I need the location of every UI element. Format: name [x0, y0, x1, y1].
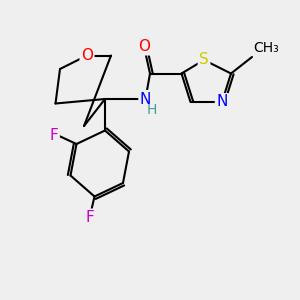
- Text: CH₃: CH₃: [254, 41, 279, 56]
- Text: F: F: [50, 128, 58, 142]
- Text: H: H: [147, 103, 158, 117]
- Text: N: N: [216, 94, 228, 110]
- Text: F: F: [85, 210, 94, 225]
- Text: N: N: [140, 92, 151, 106]
- Text: S: S: [199, 52, 209, 68]
- Text: O: O: [81, 48, 93, 63]
- Text: O: O: [138, 39, 150, 54]
